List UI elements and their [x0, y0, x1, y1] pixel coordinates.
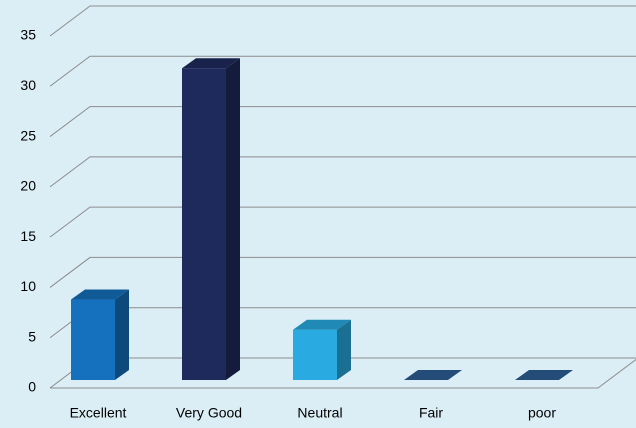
y-tick-label: 25 — [20, 127, 36, 143]
y-tick-label: 10 — [20, 278, 36, 294]
bar-side — [337, 319, 351, 380]
y-tick-label: 0 — [28, 379, 36, 395]
y-tick-label: 20 — [20, 178, 36, 194]
bar-side — [226, 58, 240, 380]
bar-top — [71, 289, 129, 300]
x-tick-label: Very Good — [176, 405, 242, 421]
grid-line — [49, 55, 636, 87]
y-tick-label: 15 — [20, 228, 36, 244]
floor — [50, 358, 636, 389]
bar-top — [293, 319, 351, 330]
grid-line — [49, 206, 636, 238]
bar-top — [182, 58, 240, 69]
grid-line — [49, 5, 636, 37]
x-tick-label: Neutral — [297, 405, 342, 421]
bar-top — [515, 370, 573, 380]
x-tick-label: poor — [528, 405, 556, 421]
y-tick-label: 5 — [28, 328, 36, 344]
bar-side — [115, 289, 129, 380]
grid-line — [49, 156, 636, 188]
x-tick-label: Excellent — [70, 405, 127, 421]
bar-front — [182, 68, 226, 380]
y-tick-label: 35 — [20, 27, 36, 43]
bar-top — [404, 370, 462, 380]
y-tick-label: 30 — [20, 77, 36, 93]
x-tick-label: Fair — [419, 405, 443, 421]
bar-front — [293, 329, 337, 380]
bar-front — [71, 299, 115, 380]
grid-line — [49, 106, 636, 137]
grid-line — [49, 256, 636, 288]
